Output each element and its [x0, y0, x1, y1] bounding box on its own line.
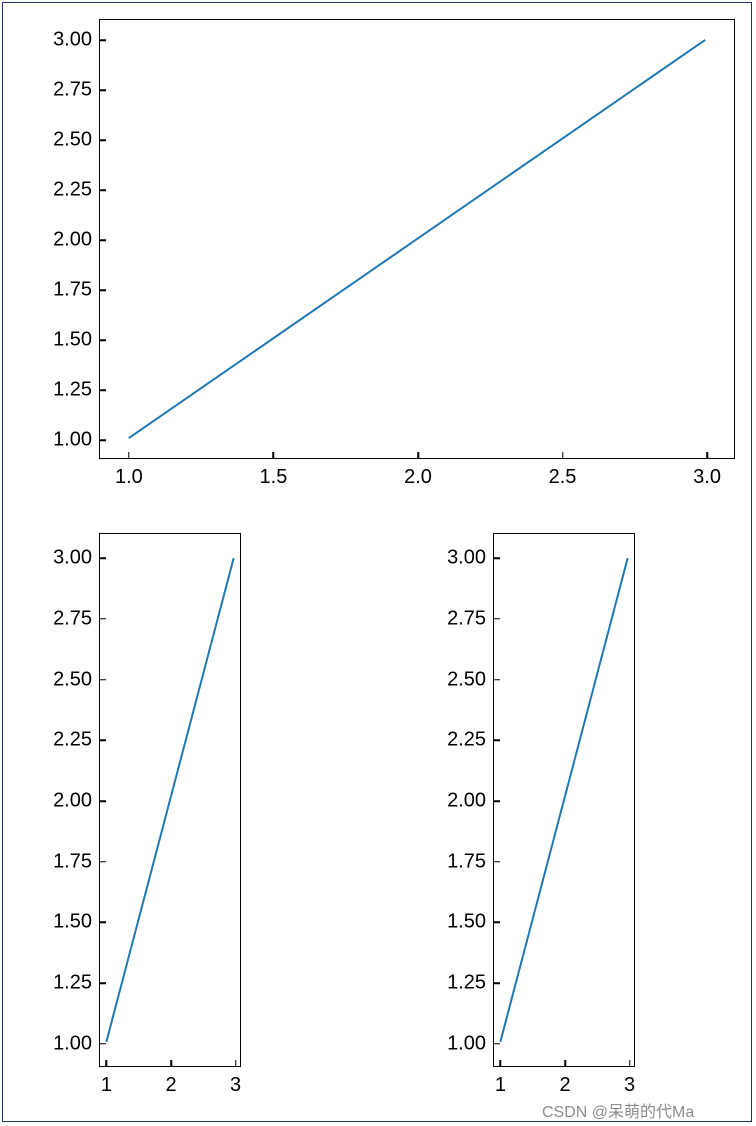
ytick-label: 1.00	[53, 429, 100, 452]
xtick-label: 3	[624, 1066, 635, 1097]
ytick-label: 2.50	[53, 129, 100, 152]
ytick-label: 1.00	[53, 1032, 100, 1055]
xtick-label: 2.5	[549, 458, 577, 489]
ytick-label: 2.75	[447, 607, 494, 630]
ytick-label: 1.00	[447, 1032, 494, 1055]
ytick-label: 2.00	[53, 790, 100, 813]
line-plot-bottom-right	[494, 534, 634, 1066]
line-plot-top	[100, 20, 734, 458]
ytick-label: 3.00	[53, 29, 100, 52]
ytick-label: 1.50	[53, 911, 100, 934]
ytick-label: 2.75	[53, 607, 100, 630]
line-plot-bottom-left	[100, 534, 240, 1066]
ytick-label: 1.25	[53, 379, 100, 402]
axes-bottom-left: 1.001.251.501.752.002.252.502.753.00123	[99, 533, 241, 1067]
ytick-label: 1.50	[53, 329, 100, 352]
xtick-label: 3	[230, 1066, 241, 1097]
xtick-label: 2.0	[404, 458, 432, 489]
ytick-label: 2.25	[447, 729, 494, 752]
xtick-label: 1	[101, 1066, 112, 1097]
ytick-label: 1.25	[53, 972, 100, 995]
xtick-label: 1	[495, 1066, 506, 1097]
ytick-label: 1.75	[53, 850, 100, 873]
xtick-label: 1.0	[115, 458, 143, 489]
xtick-label: 2	[559, 1066, 570, 1097]
ytick-label: 2.75	[53, 79, 100, 102]
xtick-label: 1.5	[260, 458, 288, 489]
axes-top: 1.001.251.501.752.002.252.502.753.001.01…	[99, 19, 735, 459]
figure-frame: 1.00 1.25 1.50 1.75 2.00 2.25 2.50 2.75 3.00 1.0 1…	[2, 2, 752, 1122]
ytick-label: 2.25	[53, 179, 100, 202]
ytick-label: 1.50	[447, 911, 494, 934]
xtick-label: 2	[165, 1066, 176, 1097]
ytick-label: 2.00	[53, 229, 100, 252]
ytick-label: 3.00	[447, 547, 494, 570]
ytick-label: 1.75	[53, 279, 100, 302]
xtick-label: 3.0	[693, 458, 721, 489]
watermark-text: CSDN @呆萌的代Ma	[542, 1098, 694, 1122]
ytick-label: 2.00	[447, 790, 494, 813]
axes-bottom-right: 1.001.251.501.752.002.252.502.753.00123	[493, 533, 635, 1067]
ytick-label: 2.50	[447, 668, 494, 691]
ytick-label: 1.25	[447, 972, 494, 995]
ytick-label: 2.25	[53, 729, 100, 752]
ytick-label: 2.50	[53, 668, 100, 691]
ytick-label: 3.00	[53, 547, 100, 570]
ytick-label: 1.75	[447, 850, 494, 873]
